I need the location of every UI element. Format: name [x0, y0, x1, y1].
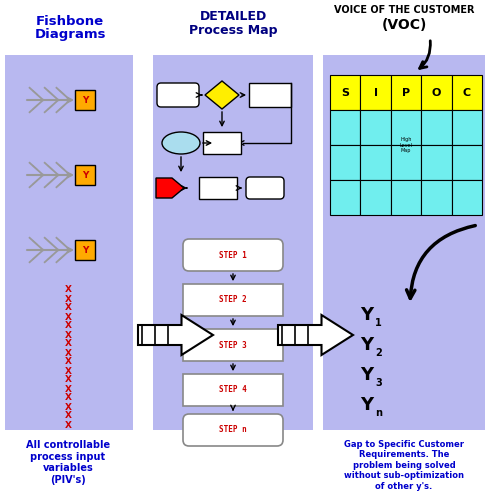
Text: STEP 2: STEP 2	[219, 296, 247, 304]
Bar	[323, 55, 485, 430]
FancyBboxPatch shape	[183, 414, 283, 446]
Bar	[249, 83, 291, 107]
Text: DETAILED: DETAILED	[199, 10, 267, 23]
Text: Y: Y	[360, 396, 373, 414]
Text: X: X	[65, 411, 72, 420]
Text: Y: Y	[360, 336, 373, 354]
Text: STEP 4: STEP 4	[219, 385, 247, 394]
Bar	[183, 374, 283, 406]
FancyBboxPatch shape	[157, 83, 199, 107]
Bar	[75, 90, 95, 110]
Text: X: X	[65, 420, 72, 430]
Text: VOICE OF THE CUSTOMER: VOICE OF THE CUSTOMER	[334, 5, 474, 15]
Polygon shape	[205, 81, 239, 109]
Text: X: X	[65, 376, 72, 384]
Text: Process Map: Process Map	[189, 24, 277, 37]
Bar	[183, 284, 283, 316]
Text: X: X	[65, 366, 72, 376]
Bar	[5, 55, 133, 430]
Text: Y: Y	[360, 366, 373, 384]
Bar	[153, 55, 313, 430]
Text: X: X	[65, 357, 72, 366]
Text: 1: 1	[375, 318, 382, 328]
Text: Fishbone: Fishbone	[36, 15, 104, 28]
Bar	[421, 110, 452, 145]
Text: X: X	[65, 384, 72, 393]
Polygon shape	[278, 315, 353, 355]
FancyBboxPatch shape	[183, 239, 283, 271]
Text: S: S	[341, 87, 349, 98]
Bar	[391, 145, 421, 180]
Bar	[452, 180, 482, 215]
Text: Y: Y	[82, 170, 88, 180]
Bar	[75, 240, 95, 260]
Text: C: C	[463, 87, 471, 98]
Text: X: X	[65, 330, 72, 339]
Text: X: X	[65, 312, 72, 322]
Bar	[391, 180, 421, 215]
Bar	[452, 110, 482, 145]
Text: Y: Y	[360, 306, 373, 324]
Bar	[361, 180, 391, 215]
Text: X: X	[65, 322, 72, 330]
Bar	[421, 180, 452, 215]
Bar	[330, 110, 361, 145]
Text: Diagrams: Diagrams	[34, 28, 106, 41]
Text: 3: 3	[375, 378, 382, 388]
Bar	[330, 180, 361, 215]
Text: Y: Y	[82, 246, 88, 254]
Text: n: n	[375, 408, 382, 418]
Bar	[199, 177, 237, 199]
Bar	[391, 110, 421, 145]
Bar	[391, 75, 421, 110]
Text: X: X	[65, 393, 72, 403]
Bar	[361, 145, 391, 180]
Bar	[421, 145, 452, 180]
Bar	[361, 110, 391, 145]
Text: (VOC): (VOC)	[381, 18, 427, 32]
Bar	[203, 132, 241, 154]
Bar	[421, 75, 452, 110]
Text: X: X	[65, 349, 72, 357]
Bar	[452, 75, 482, 110]
FancyBboxPatch shape	[246, 177, 284, 199]
Text: X: X	[65, 339, 72, 349]
Text: I: I	[373, 87, 378, 98]
Text: P: P	[402, 87, 410, 98]
Text: X: X	[65, 285, 72, 295]
Text: O: O	[432, 87, 441, 98]
Text: X: X	[65, 403, 72, 411]
Text: High
Level
Map: High Level Map	[399, 136, 413, 153]
Bar	[452, 145, 482, 180]
Bar	[183, 329, 283, 361]
Text: X: X	[65, 303, 72, 312]
Bar	[330, 75, 361, 110]
Polygon shape	[138, 315, 213, 355]
Bar	[361, 75, 391, 110]
Text: Gap to Specific Customer
Requirements. The
problem being solved
without sub-opti: Gap to Specific Customer Requirements. T…	[344, 440, 464, 491]
Text: STEP 3: STEP 3	[219, 340, 247, 350]
Text: STEP n: STEP n	[219, 426, 247, 435]
Bar	[330, 145, 361, 180]
Text: STEP 1: STEP 1	[219, 250, 247, 260]
Bar	[75, 165, 95, 185]
Text: X: X	[65, 295, 72, 303]
FancyArrowPatch shape	[407, 225, 475, 299]
FancyArrowPatch shape	[419, 41, 430, 68]
Text: 2: 2	[375, 348, 382, 358]
Text: Y: Y	[82, 96, 88, 105]
Polygon shape	[156, 178, 184, 198]
Text: All controllable
process input
variables
(PIV's): All controllable process input variables…	[26, 440, 110, 485]
Ellipse shape	[162, 132, 200, 154]
